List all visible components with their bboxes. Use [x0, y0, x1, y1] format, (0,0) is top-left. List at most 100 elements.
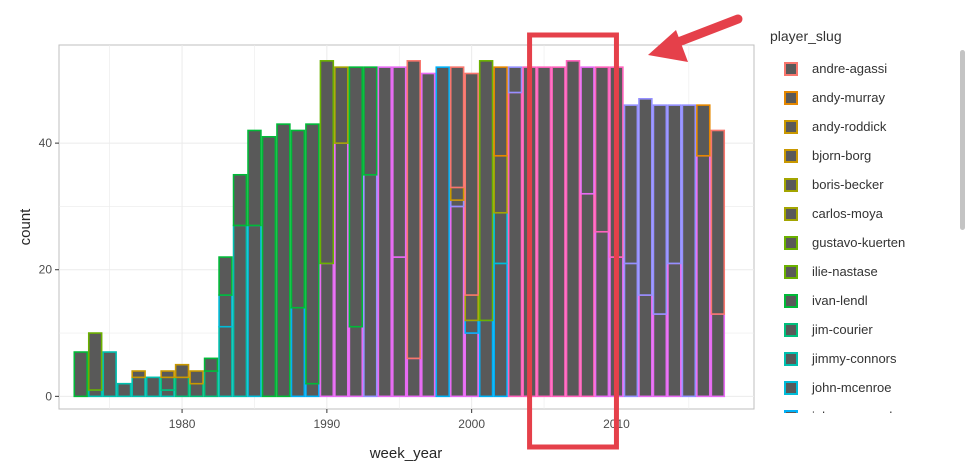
bar-segment: [464, 332, 479, 398]
legend-item[interactable]: ivan-lendl: [784, 286, 905, 315]
legend-item[interactable]: ilie-nastase: [784, 257, 905, 286]
bar-segment: [102, 351, 117, 398]
bar-segment: [305, 123, 320, 385]
highlight-box: [527, 32, 619, 450]
bar-segment: [536, 66, 552, 398]
legend-label: andre-agassi: [812, 61, 888, 76]
bar-segment: [449, 66, 465, 189]
bars: [73, 60, 726, 398]
legend-title: player_slug: [770, 28, 842, 44]
legend-label: carlos-moya: [812, 206, 883, 221]
bar-segment: [464, 319, 479, 334]
bar-segment: [652, 313, 668, 398]
legend-swatch: [784, 148, 798, 163]
bar-segment: [449, 205, 465, 398]
legend-swatch: [784, 380, 798, 395]
annotation-arrow: [648, 14, 743, 62]
bar-segment: [392, 66, 407, 258]
bar-segment: [290, 306, 306, 398]
bar-segment: [334, 66, 349, 144]
bar-segment: [218, 294, 233, 328]
legend-swatch: [784, 90, 798, 105]
bar-segment: [449, 186, 465, 201]
legend-item[interactable]: john-mcenroe: [784, 373, 905, 402]
legend-item[interactable]: gustavo-kuerten: [784, 228, 905, 257]
bar-segment: [551, 66, 566, 398]
legend-item[interactable]: boris-becker: [784, 170, 905, 199]
legend-swatch: [784, 264, 798, 279]
annotation-layer: [527, 14, 743, 450]
bar-segment: [710, 129, 726, 315]
bar-segment: [435, 66, 450, 398]
bar-segment: [363, 66, 378, 176]
legend-label: jimmy-connors: [812, 351, 897, 366]
legend-label: boris-becker: [812, 177, 884, 192]
legend-label: ilie-nastase: [812, 264, 878, 279]
y-tick-label: 40: [39, 136, 53, 150]
bar-segment: [348, 66, 364, 328]
legend-item[interactable]: carlos-moya: [784, 199, 905, 228]
legend-item[interactable]: andy-roddick: [784, 112, 905, 141]
bar-segment: [218, 256, 233, 296]
y-axis-title: count: [17, 208, 34, 246]
bar-segment: [667, 104, 682, 265]
bar-segment: [623, 104, 639, 265]
bar-segment: [638, 294, 653, 398]
bar-segment: [247, 224, 262, 398]
bar-segment: [276, 123, 291, 398]
bar-segment: [145, 376, 161, 398]
bar-segment: [507, 66, 523, 94]
bar-segment: [174, 376, 190, 398]
bar-segment: [174, 363, 190, 379]
bar-segment: [189, 370, 204, 385]
bar-segment: [594, 66, 610, 233]
legend-item[interactable]: bjorn-borg: [784, 141, 905, 170]
bar-segment: [406, 357, 421, 398]
x-axis-title: week_year: [369, 445, 443, 462]
bar-segment: [392, 256, 407, 398]
bar-segment: [696, 154, 711, 398]
bar-segment: [232, 224, 248, 398]
legend-item[interactable]: john-newcombe: [784, 402, 905, 413]
bar-segment: [160, 370, 175, 379]
bar-segment: [464, 294, 479, 322]
bar-segment: [319, 60, 335, 265]
legend-swatch: [784, 61, 798, 76]
bar-segment: [638, 98, 653, 296]
bar-segment: [87, 332, 103, 391]
bar-segment: [681, 104, 697, 398]
bar-segment: [116, 382, 132, 398]
bar-segment: [478, 60, 494, 322]
bar-segment: [696, 104, 711, 157]
bar-segment: [160, 389, 175, 398]
bar-segment: [334, 142, 349, 398]
legend-scrollbar[interactable]: [960, 50, 965, 230]
bar-segment: [247, 129, 262, 227]
bar-segment: [493, 154, 508, 214]
bar-segment: [160, 376, 175, 391]
bar-segment: [203, 370, 219, 398]
bar-segment: [580, 192, 595, 398]
legend-label: jim-courier: [812, 322, 873, 337]
bar-segment: [189, 382, 204, 398]
legend-swatch: [784, 409, 798, 413]
bar-segment: [652, 104, 668, 315]
bar-segment: [131, 376, 146, 398]
bar-segment: [305, 382, 320, 398]
legend-list: andre-agassi andy-murray andy-roddick bjorn…: [784, 54, 905, 413]
legend-item[interactable]: andy-murray: [784, 83, 905, 112]
bar-segment: [493, 66, 508, 157]
bar-segment: [73, 351, 88, 398]
bar-segment: [565, 60, 581, 398]
legend-item[interactable]: jimmy-connors: [784, 344, 905, 373]
legend-label: gustavo-kuerten: [812, 235, 906, 250]
legend-item[interactable]: andre-agassi: [784, 54, 905, 83]
bar-segment: [623, 262, 639, 398]
x-tick-label: 1990: [314, 417, 341, 431]
legend-label: andy-murray: [812, 90, 885, 105]
bar-segment: [203, 357, 219, 372]
bar-segment: [363, 173, 378, 398]
legend-item[interactable]: jim-courier: [784, 315, 905, 344]
bar-segment: [478, 319, 494, 398]
